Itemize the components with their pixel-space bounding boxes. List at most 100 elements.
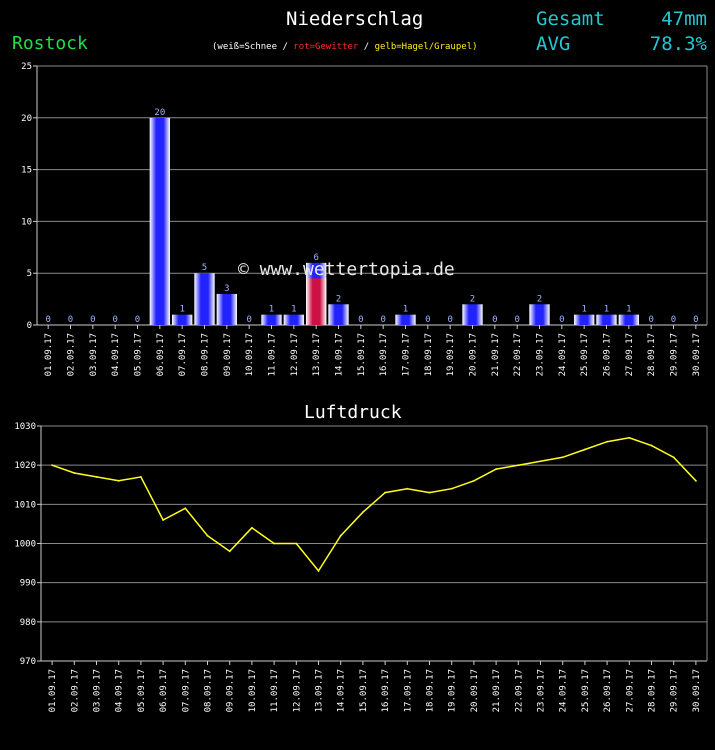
precip-value-label: 0 [492,315,497,325]
chart-title-precipitation: Niederschlag [286,8,424,30]
precip-bar [529,304,550,325]
precip-value-label: 0 [447,315,452,325]
pressure-point [628,436,631,439]
precip-xtick-label: 22.09.17 [513,333,523,376]
pressure-xtick-label: 08.09.17 [204,669,214,712]
precip-bar [194,273,215,325]
precip-value-label: 0 [648,315,653,325]
precip-xtick-label: 09.09.17 [223,333,233,376]
precip-value-label: 0 [514,315,519,325]
precip-value-label: 0 [45,315,50,325]
precip-xtick-label: 06.09.17 [156,333,166,376]
precip-value-label: 0 [135,315,140,325]
precip-ytick-label: 25 [21,62,32,72]
pressure-xtick-label: 30.09.17 [692,669,702,712]
pressure-xtick-label: 19.09.17 [448,669,458,712]
legend-hail: gelb=Hagel/Graupel) [374,42,478,52]
pressure-xtick-label: 17.09.17 [403,669,413,712]
pressure-point [206,534,209,537]
avg-label: AVG [536,33,571,55]
precip-value-label: 1 [179,305,184,315]
precip-value-label: 0 [68,315,73,325]
precip-value-label: 1 [291,305,296,315]
pressure-xtick-label: 26.09.17 [603,669,613,712]
precip-xtick-label: 30.09.17 [692,333,702,376]
total-label: Gesamt [536,8,605,30]
precip-xtick-label: 25.09.17 [580,333,590,376]
precip-xtick-label: 12.09.17 [290,333,300,376]
pressure-xtick-label: 22.09.17 [514,669,524,712]
pressure-point [495,468,497,470]
precip-value-label: 5 [202,263,207,273]
precip-value-label: 0 [380,315,385,325]
pressure-point [184,507,187,510]
precip-xtick-label: 26.09.17 [603,333,613,376]
precip-xtick-label: 17.09.17 [402,333,412,376]
precip-xtick-label: 21.09.17 [491,333,501,376]
precip-ytick-label: 0 [27,321,32,331]
pressure-point [273,542,275,545]
pressure-ytick-label: 1030 [14,422,36,432]
precip-value-label: 6 [313,253,318,263]
chart-title-pressure: Luftdruck [304,402,402,423]
pressure-xtick-label: 14.09.17 [337,669,347,712]
pressure-point [317,570,320,572]
pressure-point [117,479,120,482]
precip-value-label: 0 [246,315,251,325]
pressure-xtick-label: 29.09.17 [670,669,680,712]
precip-bar [149,117,170,325]
precip-value-label: 1 [269,305,274,315]
legend-separator: / [363,42,370,52]
avg-value: 78.3% [649,33,707,55]
pressure-point [650,444,653,447]
pressure-xtick-label: 09.09.17 [226,669,236,712]
precip-value-label: 0 [671,315,676,325]
pressure-xtick-label: 06.09.17 [159,669,169,712]
precip-xtick-label: 29.09.17 [670,333,680,376]
pressure-xtick-label: 02.09.17 [70,669,80,712]
precip-xtick-label: 04.09.17 [111,333,121,376]
pressure-point [428,491,431,494]
precip-value-label: 0 [90,315,95,325]
precip-xtick-label: 10.09.17 [245,333,255,376]
watermark: © www.wettertopia.de [238,259,455,280]
pressure-point [695,479,697,482]
precip-xtick-label: 16.09.17 [379,333,389,376]
precip-xtick-label: 07.09.17 [178,333,188,376]
pressure-xtick-label: 01.09.17 [48,669,58,712]
pressure-point [584,448,586,451]
precip-value-label: 2 [336,294,341,304]
pressure-xtick-label: 27.09.17 [625,669,635,712]
pressure-xtick-label: 16.09.17 [381,669,391,712]
pressure-xtick-label: 12.09.17 [292,669,302,712]
legend-thunder: rot=Gewitter [293,42,359,52]
pressure-line [51,437,697,573]
precip-value-label: 1 [604,305,609,315]
pressure-xtick-label: 04.09.17 [115,669,125,712]
pressure-ytick-label: 1010 [14,500,36,510]
pressure-ytick-label: 980 [20,618,36,628]
precip-bar [261,314,282,325]
precip-value-label: 0 [559,315,564,325]
precip-bar [596,314,617,325]
pressure-point [228,550,231,553]
pressure-point [295,542,298,545]
precip-xtick-label: 23.09.17 [536,333,546,376]
pressure-xtick-label: 20.09.17 [470,669,480,712]
pressure-point [362,511,364,514]
precip-xtick-label: 02.09.17 [67,333,77,376]
precip-value-label: 1 [403,305,408,315]
precip-bar [328,304,349,325]
precip-ytick-label: 20 [21,114,32,124]
pressure-xtick-label: 24.09.17 [559,669,569,712]
precip-xtick-label: 13.09.17 [312,333,322,376]
precipitation-legend: (weiß=Schnee / rot=Gewitter / gelb=Hagel… [212,42,478,52]
pressure-point [606,440,608,443]
precip-xtick-label: 11.09.17 [268,333,278,376]
precip-value-label: 0 [425,315,430,325]
precip-value-label: 2 [470,294,475,304]
precip-xtick-label: 20.09.17 [469,333,479,376]
precip-value-label: 2 [537,294,542,304]
precip-xtick-label: 15.09.17 [357,333,367,376]
